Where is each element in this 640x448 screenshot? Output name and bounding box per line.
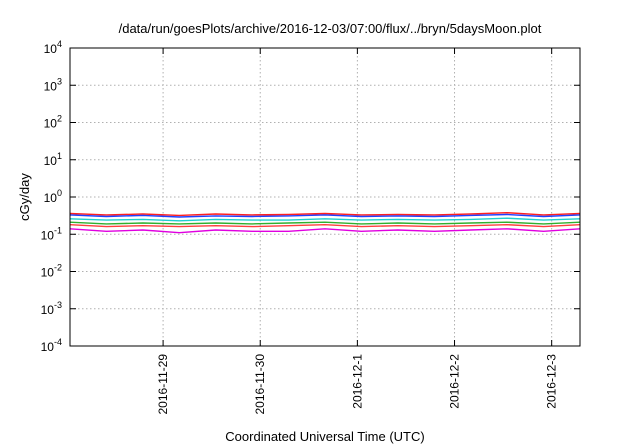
x-axis: 2016-11-29 2016-11-30 2016-12-1 2016-12-2 20… (156, 48, 559, 415)
series-line (69, 211, 581, 217)
grid (70, 48, 580, 346)
series-line (69, 221, 581, 225)
plot-series (69, 211, 581, 234)
y-tick-label: 102 (44, 114, 62, 131)
x-tick-label: 2016-11-29 (156, 354, 170, 415)
y-tick-label: 100 (44, 188, 62, 205)
y-tick-label: 101 (44, 151, 62, 168)
series-line (69, 217, 581, 222)
y-tick-label: 10-1 (41, 225, 62, 242)
y-tick-label: 10-4 (41, 337, 62, 354)
series-line (69, 228, 581, 234)
x-tick-label: 2016-12-2 (448, 354, 462, 409)
y-tick-label: 10-3 (41, 300, 62, 317)
y-axis-label: cGy/day (17, 173, 32, 221)
x-tick-label: 2016-12-1 (350, 354, 364, 409)
y-tick-label: 103 (44, 76, 62, 93)
x-axis-label: Coordinated Universal Time (UTC) (225, 429, 424, 444)
x-tick-label: 2016-12-3 (545, 354, 559, 409)
series-line (69, 223, 581, 228)
chart-title: /data/run/goesPlots/archive/2016-12-03/0… (119, 21, 542, 36)
y-tick-label: 104 (44, 39, 62, 56)
y-axis: 10-4 10-3 10-2 10-1 100 101 102 103 104 (41, 39, 580, 354)
series-line (69, 213, 581, 218)
y-tick-label: 10-2 (41, 263, 62, 280)
x-tick-label: 2016-11-30 (253, 354, 267, 415)
